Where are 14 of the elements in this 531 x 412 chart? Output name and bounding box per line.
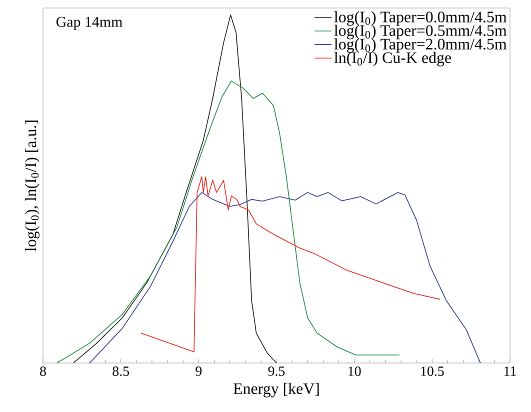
x-tick-label: 8 — [40, 366, 46, 376]
x-axis-title: Energy [keV] — [234, 382, 319, 398]
legend-label: ln(I$_{0}$/I) Cu-K edge — [334, 52, 451, 66]
x-tick-label: 10 — [348, 366, 361, 376]
x-tick-label: 10.5 — [421, 366, 444, 376]
legend-label: log(I$_{0}$) Taper=2.0mm/4.5m — [334, 38, 507, 53]
y-axis-title: log(I$_{0}$), ln(I$_{0}$/I) [a.u.] — [24, 120, 40, 252]
annotation: Gap 14mm — [56, 16, 122, 30]
x-tick-label: 9.5 — [268, 366, 285, 376]
x-tick-label: 9 — [196, 366, 202, 376]
legend-label: log(I$_{0}$) Taper=0.0mm/4.5m — [334, 11, 507, 26]
x-tick-label: 8.5 — [112, 366, 130, 376]
legend-label: log(I$_{0}$) Taper=0.5mm/4.5m — [334, 24, 507, 40]
x-tick-label: 11 — [504, 366, 516, 376]
